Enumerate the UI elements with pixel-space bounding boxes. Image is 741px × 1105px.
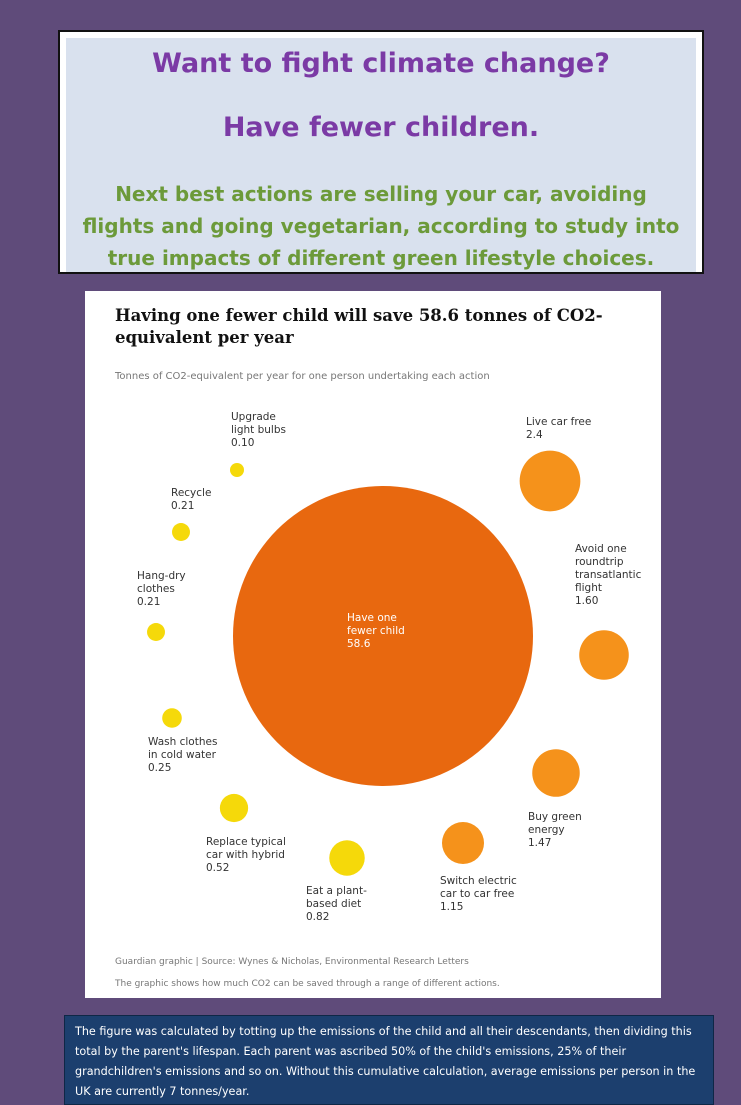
bubble-label-7: Wash clothes in cold water 0.25 — [148, 736, 217, 774]
bubble-label-8: Hang-dry clothes 0.21 — [137, 570, 186, 608]
bubble-label-0: Have one fewer child 58.6 — [347, 612, 405, 650]
chart-card: Having one fewer child will save 58.6 to… — [85, 291, 661, 998]
bubble-7 — [162, 708, 182, 728]
chart-title: Having one fewer child will save 58.6 to… — [115, 306, 603, 347]
bubble-8 — [147, 623, 165, 641]
bubble-label-3: Buy green energy 1.47 — [528, 811, 582, 849]
chart-source: Guardian graphic | Source: Wynes & Nicho… — [115, 957, 469, 967]
bubble-9 — [172, 523, 190, 541]
bubble-5 — [329, 840, 365, 876]
bubble-label-9: Recycle 0.21 — [171, 487, 211, 512]
bubble-label-5: Eat a plant-based diet 0.82 — [306, 885, 367, 923]
bubble-1 — [519, 450, 581, 512]
chart-subtitle: Tonnes of CO2-equivalent per year for on… — [115, 371, 490, 382]
bubble-label-1: Live car free 2.4 — [526, 416, 591, 441]
bubble-0 — [233, 486, 533, 786]
headline-panel: Want to fight climate change? Have fewer… — [66, 38, 696, 272]
chart-note: The graphic shows how much CO2 can be sa… — [115, 979, 500, 989]
headline-box: Want to fight climate change? Have fewer… — [58, 30, 704, 274]
bubble-label-6: Replace typical car with hybrid 0.52 — [206, 836, 286, 874]
bubble-label-10: Upgrade light bulbs 0.10 — [231, 411, 286, 449]
bubble-chart: Have one fewer child 58.6 Live car free 2.4 A… — [137, 411, 642, 923]
footnote-box: The figure was calculated by totting up … — [64, 1015, 714, 1105]
bubble-4 — [441, 821, 485, 865]
footnote-text: The figure was calculated by totting up … — [75, 1025, 696, 1098]
bubble-3 — [532, 749, 580, 797]
bubble-2 — [579, 630, 629, 680]
headline-answer: Have fewer children. — [222, 112, 540, 143]
headline-question: Want to fight climate change? — [152, 48, 610, 79]
bubble-10 — [230, 463, 244, 477]
bubble-label-4: Switch electric car to car free 1.15 — [440, 875, 517, 913]
bubble-label-2: Avoid one roundtrip transatlantic flight 1.6… — [575, 543, 642, 607]
headline-summary: Next best actions are selling your car, … — [82, 182, 680, 270]
bubble-6 — [219, 793, 249, 823]
